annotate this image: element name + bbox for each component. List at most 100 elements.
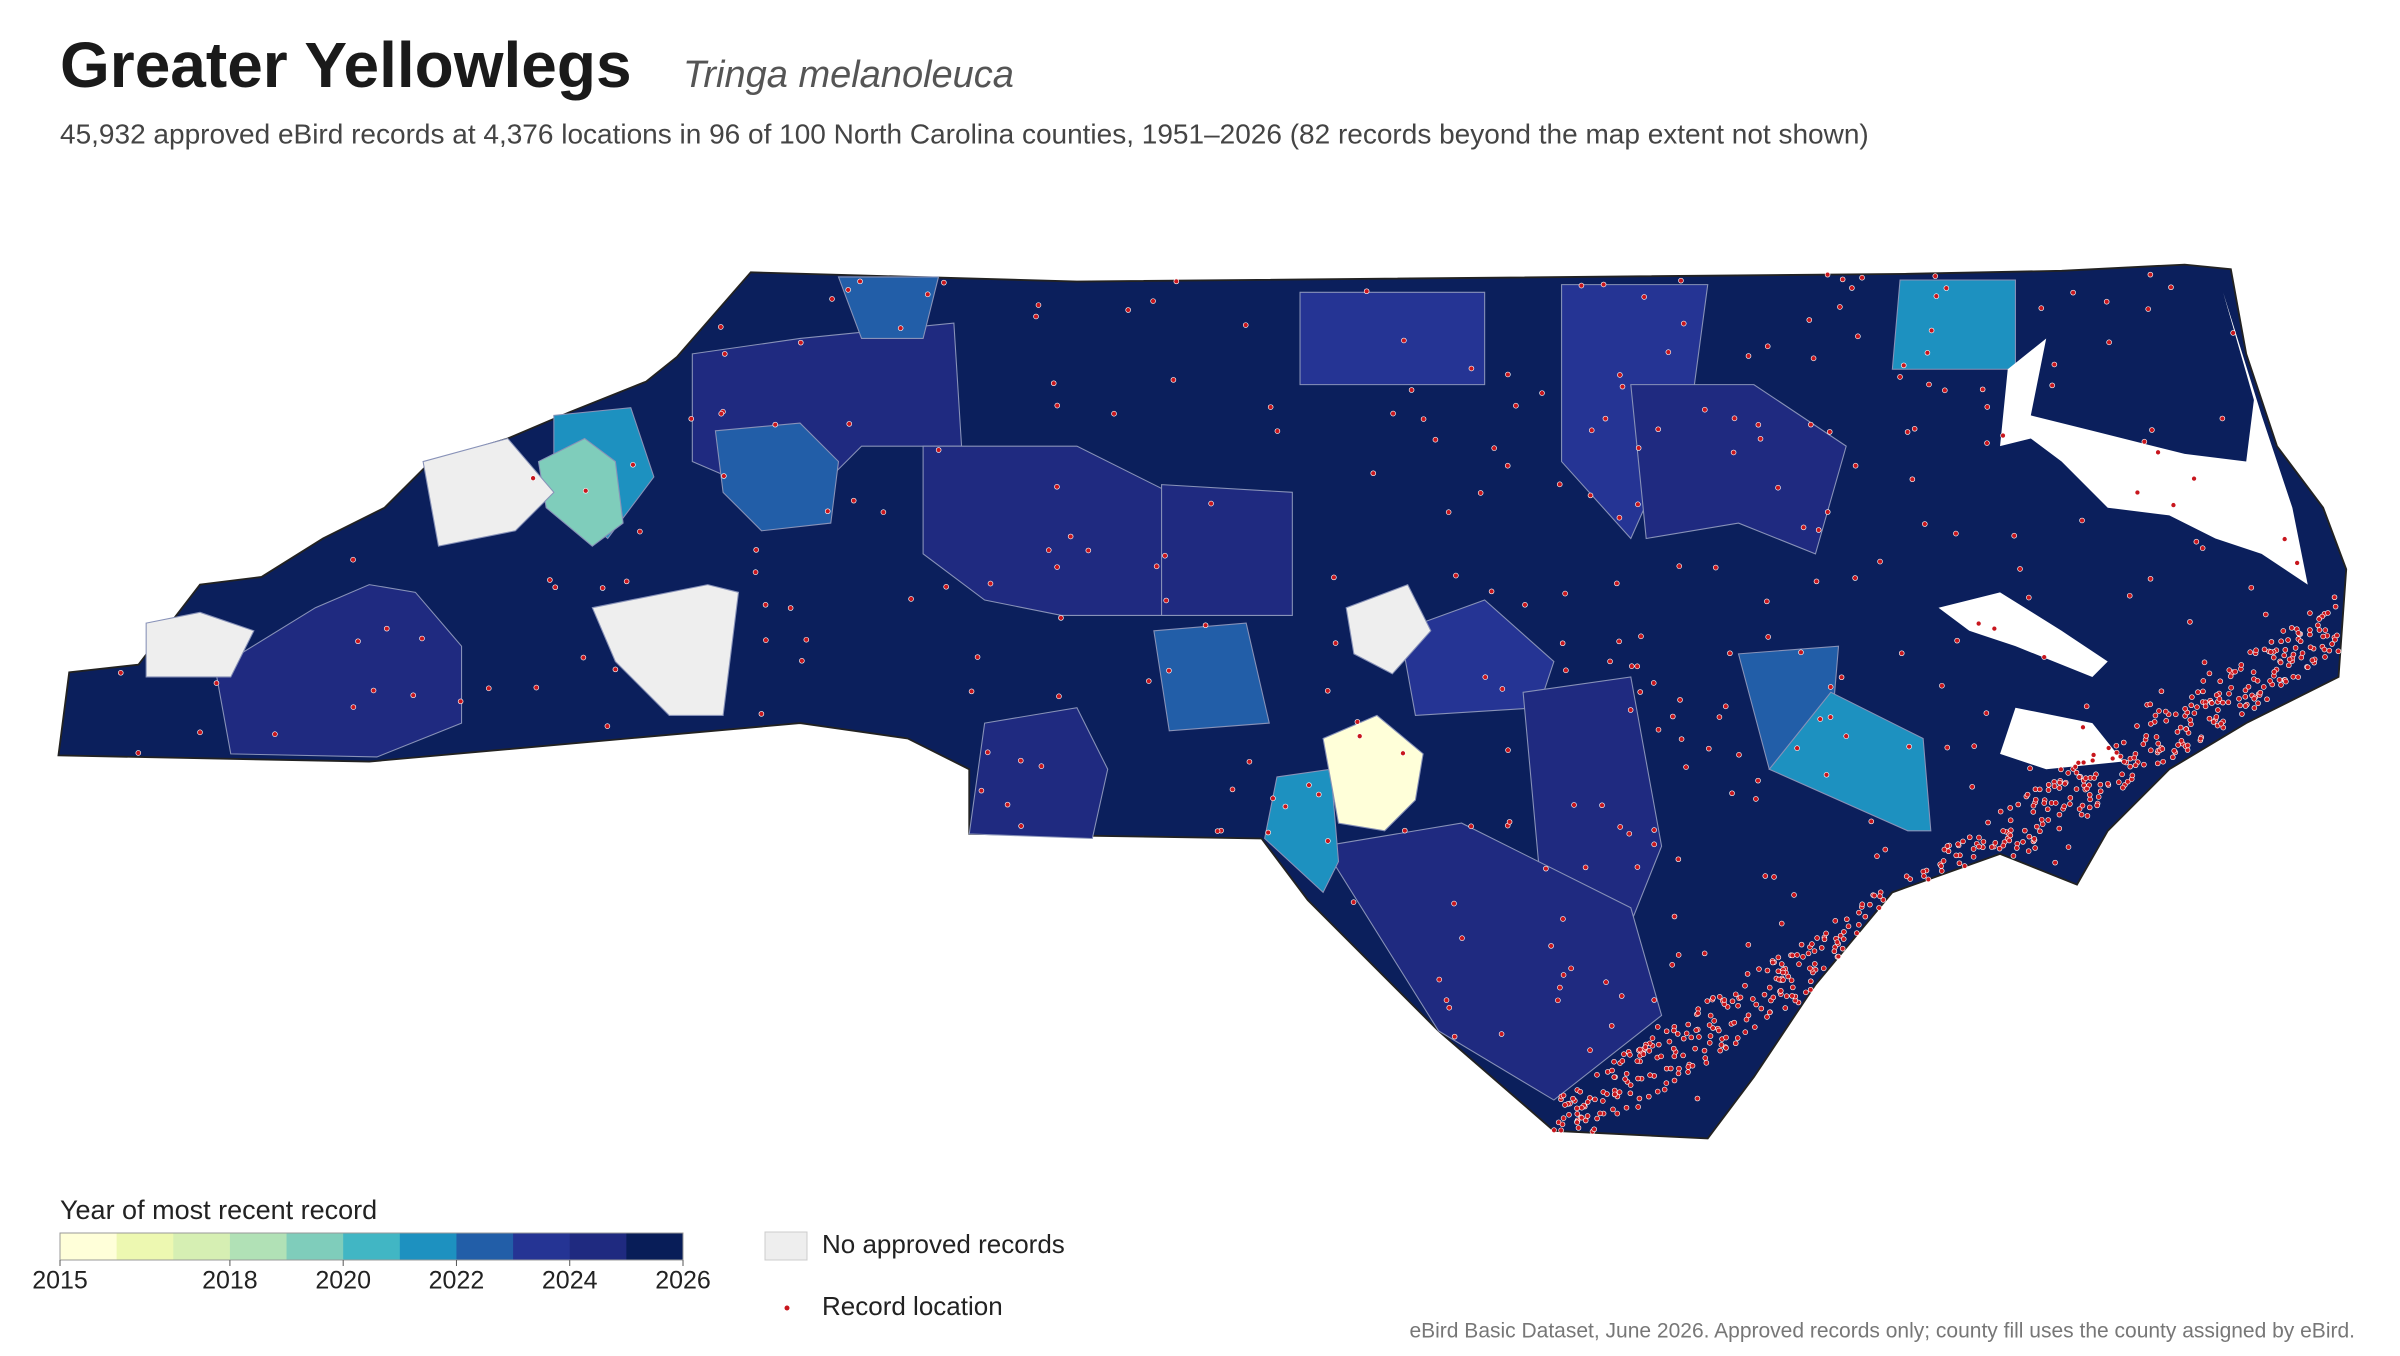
- record-dot: [1925, 876, 1932, 883]
- record-dot: [2152, 712, 2159, 719]
- record-dot: [2143, 733, 2149, 739]
- record-dot: [2177, 724, 2184, 731]
- record-dot: [2132, 762, 2139, 769]
- record-dot: [1591, 1126, 1597, 1133]
- record-dot: [1790, 984, 1796, 991]
- record-dot: [1608, 1023, 1615, 1029]
- record-dot: [1837, 304, 1843, 310]
- record-dot: [1898, 650, 1905, 657]
- record-dot: [1877, 893, 1883, 899]
- record-dot: [1587, 1047, 1593, 1053]
- record-dot: [1482, 674, 1489, 680]
- record-dot: [1067, 533, 1074, 540]
- record-dot: [857, 278, 863, 285]
- record-dot: [1961, 863, 1968, 869]
- record-dot: [1717, 1047, 1723, 1054]
- colorbar-bin: [60, 1233, 118, 1260]
- record-dot: [1694, 1095, 1701, 1102]
- record-dot: [1941, 846, 1948, 853]
- record-dot: [1707, 1012, 1714, 1019]
- record-dot: [1551, 1127, 1557, 1133]
- record-dot: [384, 625, 390, 632]
- record-dot: [2162, 708, 2169, 715]
- record-dot: [1635, 1104, 1641, 1110]
- record-dot: [721, 473, 727, 479]
- record-dot: [1432, 436, 1439, 443]
- record-dot: [1111, 410, 1117, 417]
- record-dot: [2080, 724, 2086, 731]
- record-dot: [1985, 819, 1991, 826]
- record-dot: [1617, 824, 1623, 830]
- record-dot: [2326, 647, 2333, 654]
- record-dot: [1970, 854, 1977, 860]
- record-dot: [1882, 846, 1889, 853]
- record-dot: [1618, 993, 1625, 999]
- no-records-swatch: [764, 1231, 808, 1261]
- record-dot: [1173, 278, 1180, 285]
- record-dot: [1557, 984, 1563, 991]
- record-dot: [2264, 696, 2270, 703]
- record-dot: [2307, 610, 2313, 616]
- record-dot: [1670, 1045, 1677, 1052]
- record-dot: [1600, 281, 1607, 288]
- record-dot: [2321, 646, 2328, 653]
- record-dot: [2213, 692, 2220, 698]
- record-dot: [845, 287, 851, 293]
- record-dot: [2209, 700, 2215, 706]
- record-dot: [1584, 1113, 1591, 1119]
- record-dot: [1841, 929, 1847, 935]
- legend-title: Year of most recent record: [60, 1195, 377, 1225]
- record-dot: [1696, 1034, 1702, 1040]
- record-dot: [1453, 572, 1459, 579]
- record-dot: [2189, 694, 2195, 700]
- record-dot: [2200, 678, 2207, 684]
- record-dot: [1663, 1028, 1670, 1035]
- record-dot: [2297, 638, 2304, 645]
- record-dot: [1810, 355, 1817, 362]
- record-dot: [547, 577, 553, 583]
- record-dot: [1050, 380, 1057, 387]
- record-dot: [1354, 719, 1361, 725]
- record-dot: [1757, 436, 1764, 442]
- record-dot: [1727, 650, 1733, 657]
- record-dot: [1940, 858, 1947, 864]
- record-dot: [1054, 484, 1060, 490]
- record-dot: [1622, 1076, 1628, 1082]
- record-dot: [1721, 997, 1728, 1003]
- record-dot: [1680, 1035, 1687, 1042]
- record-dot: [2153, 734, 2160, 740]
- record-dot: [1742, 982, 1748, 989]
- record-dot: [1758, 1005, 1765, 1012]
- record-dot: [1356, 733, 1363, 739]
- record-dot: [1597, 1110, 1603, 1117]
- record-dot: [2083, 703, 2090, 710]
- record-dot: [1766, 984, 1773, 991]
- record-dot: [984, 749, 991, 756]
- record-dot: [1955, 841, 1961, 847]
- record-dot: [2056, 779, 2063, 786]
- record-dot: [1868, 818, 1875, 825]
- record-dot: [2331, 594, 2338, 601]
- record-dot: [897, 325, 904, 331]
- record-dot: [1788, 977, 1795, 984]
- record-dot: [1782, 1005, 1789, 1011]
- record-dot: [1400, 750, 1406, 757]
- record-dot: [419, 635, 425, 642]
- record-dot: [1637, 689, 1643, 695]
- record-dot: [1571, 802, 1577, 808]
- record-dot: [1570, 1095, 1576, 1102]
- colorbar-bin: [626, 1233, 684, 1260]
- record-dot: [1562, 590, 1568, 597]
- record-dot: [1635, 1075, 1641, 1082]
- record-dot: [1808, 978, 1814, 985]
- record-dot: [2070, 289, 2076, 296]
- record-dot: [2160, 758, 2166, 765]
- record-dot: [2090, 752, 2097, 758]
- record-dot: [1654, 1088, 1661, 1095]
- record-dot: [1798, 649, 1804, 656]
- record-dot: [1839, 276, 1846, 283]
- record-dot: [1677, 697, 1683, 703]
- record-dot: [2232, 668, 2238, 675]
- colorbar-tick-label: 2015: [32, 1267, 88, 1295]
